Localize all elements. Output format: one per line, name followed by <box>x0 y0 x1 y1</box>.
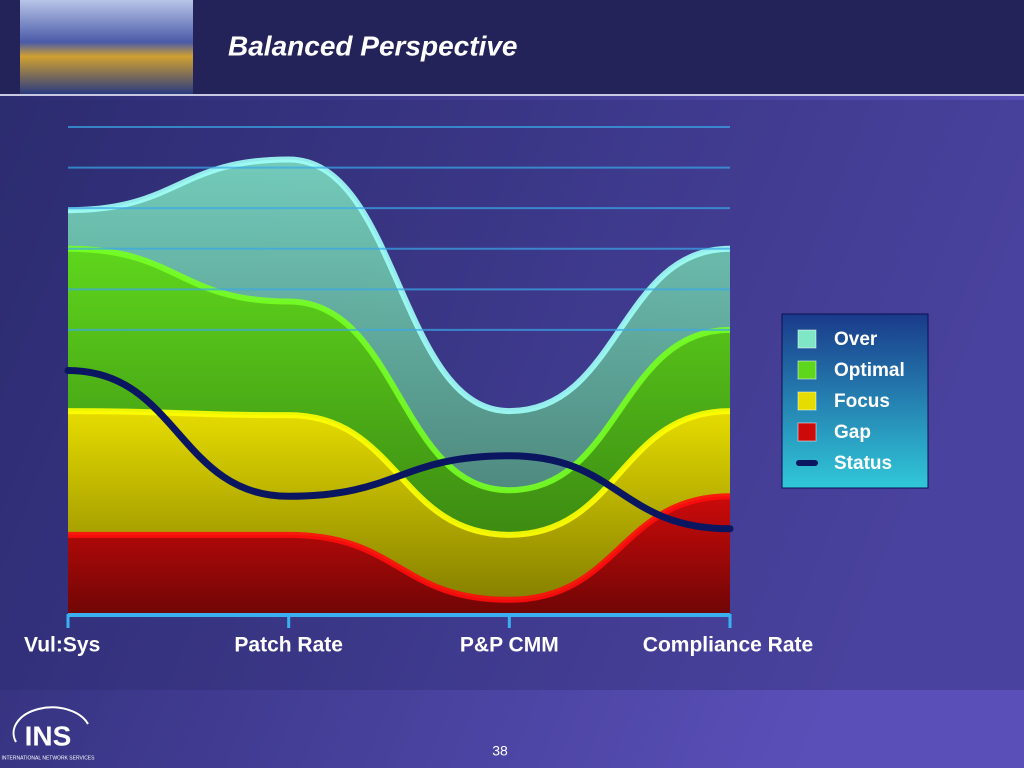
legend-swatch <box>797 329 817 349</box>
legend-label: Over <box>834 329 878 350</box>
x-tick-label: Compliance Rate <box>643 634 813 657</box>
status-line <box>64 367 734 533</box>
logo: INS <box>25 720 72 751</box>
area-edge <box>67 156 731 415</box>
area-shade <box>68 496 730 614</box>
legend-swatch <box>797 422 817 442</box>
legend-label: Status <box>834 453 892 474</box>
legend-swatch <box>796 460 818 466</box>
x-tick-label: P&P CMM <box>460 634 559 657</box>
x-tick-label: Patch Rate <box>234 634 343 657</box>
logo-swoosh <box>12 706 89 743</box>
legend-label: Gap <box>834 422 871 443</box>
area-edge <box>68 493 731 603</box>
page-number: 38 <box>492 743 508 759</box>
area-edge <box>67 408 731 538</box>
logo-subtitle: INTERNATIONAL NETWORK SERVICES <box>2 755 96 761</box>
legend-label: Focus <box>834 391 890 412</box>
legend-items: Over Optimal Focus Gap Status <box>796 329 905 474</box>
legend-swatch <box>797 360 817 380</box>
x-tick-label: Vul:Sys <box>24 634 100 657</box>
slide-title: Balanced Perspective <box>228 30 518 61</box>
header-photo <box>20 0 193 94</box>
plot: Vul:Sys Patch Rate P&P CMM Compliance Rate <box>24 126 813 657</box>
legend-swatch <box>797 391 817 411</box>
legend-label: Optimal <box>834 360 905 381</box>
area-edge <box>67 245 731 494</box>
